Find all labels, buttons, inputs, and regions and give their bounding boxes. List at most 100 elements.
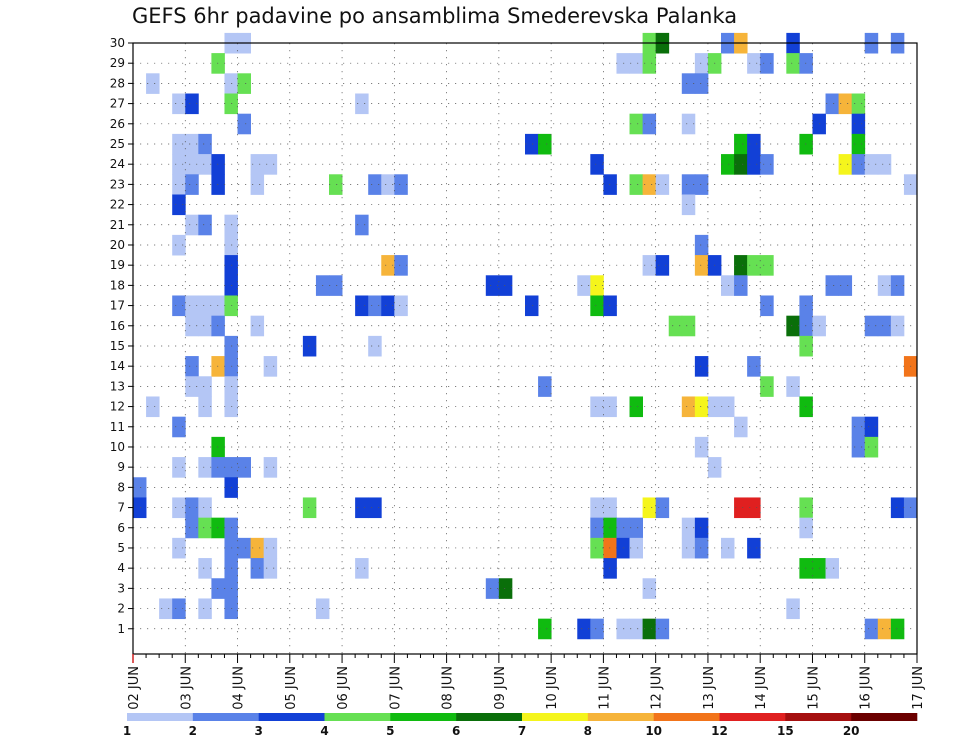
data-cell: [825, 93, 839, 115]
data-cell: [381, 174, 395, 195]
data-cell: [577, 275, 591, 296]
data-cell: [694, 174, 709, 195]
data-cell: [642, 497, 657, 519]
data-cell: [159, 598, 173, 620]
data-cell: [198, 214, 212, 236]
data-cell: [590, 618, 604, 640]
data-cell: [185, 295, 199, 317]
data-cell: [237, 113, 251, 135]
data-cell: [890, 315, 905, 337]
data-cell: [747, 53, 761, 74]
data-cell: [355, 558, 369, 579]
y-tick-label: 11: [110, 420, 125, 434]
data-cell: [877, 275, 892, 296]
colorbar-label: 12: [711, 724, 728, 738]
data-cell: [172, 133, 186, 155]
data-cell: [642, 174, 657, 195]
x-tick-label: 07 JUN: [388, 666, 403, 710]
data-cell: [694, 537, 709, 559]
data-cell: [302, 335, 317, 357]
data-cell: [747, 154, 761, 175]
data-cell: [198, 497, 212, 519]
y-tick-label: 21: [110, 218, 125, 232]
data-cell: [681, 537, 696, 559]
data-cell: [681, 517, 696, 539]
data-cell: [198, 315, 212, 337]
data-cell: [381, 295, 395, 317]
data-cell: [642, 578, 657, 599]
data-cell: [890, 497, 905, 519]
data-cell: [185, 517, 199, 539]
x-tick-label: 16 JUN: [859, 666, 874, 710]
data-cell: [172, 234, 186, 256]
data-cell: [721, 154, 735, 175]
data-cell: [172, 174, 186, 195]
data-cell: [172, 416, 186, 438]
data-cell: [368, 295, 382, 317]
data-cell: [681, 113, 696, 135]
data-cell: [538, 133, 552, 155]
y-tick-label: 26: [110, 117, 125, 131]
data-cell: [198, 517, 212, 539]
data-cell: [185, 315, 199, 337]
colorbar-label: 20: [843, 724, 860, 738]
y-tick-label: 12: [110, 400, 125, 414]
x-tick-label: 17 JUN: [911, 666, 926, 710]
y-tick-label: 23: [110, 177, 125, 191]
data-cell: [250, 537, 265, 559]
data-cell: [747, 356, 761, 377]
y-tick-label: 22: [110, 198, 125, 212]
data-cell: [694, 396, 709, 418]
colorbar-segment: [785, 713, 852, 721]
colorbar-label: 10: [645, 724, 662, 738]
data-cell: [681, 73, 696, 94]
data-cell: [890, 275, 905, 296]
data-cell: [655, 618, 670, 640]
data-cell: [694, 356, 709, 377]
data-cell: [590, 517, 604, 539]
data-cell: [237, 457, 251, 478]
data-cell: [877, 154, 892, 175]
data-cell: [590, 396, 604, 418]
data-cell: [734, 416, 748, 438]
data-cell: [694, 234, 709, 256]
data-cell: [198, 558, 212, 579]
y-tick-label: 9: [117, 460, 125, 474]
data-cell: [185, 133, 199, 155]
colorbar-label: 3: [254, 724, 262, 738]
data-cell: [851, 133, 866, 155]
data-cell: [851, 154, 866, 175]
data-cell: [525, 133, 539, 155]
y-tick-label: 17: [110, 299, 125, 313]
data-cell: [355, 295, 369, 317]
data-cell: [747, 255, 761, 276]
x-tick-label: 06 JUN: [336, 666, 351, 710]
data-cell: [890, 618, 905, 640]
colorbar-segment: [653, 713, 720, 721]
data-cell: [590, 275, 604, 296]
data-cell: [747, 537, 761, 559]
data-cell: [642, 618, 657, 640]
data-cell: [642, 255, 657, 276]
x-tick-label: 11 JUN: [597, 666, 612, 710]
data-cell: [747, 497, 761, 519]
data-cell: [146, 73, 160, 94]
data-cell: [838, 154, 853, 175]
data-cell: [355, 497, 369, 519]
data-cell: [642, 113, 657, 135]
data-cell: [485, 578, 500, 599]
x-tick-label: 04 JUN: [232, 666, 247, 710]
data-cell: [694, 73, 709, 94]
colorbar-label: 15: [777, 724, 794, 738]
y-tick-label: 25: [110, 137, 125, 151]
data-cell: [786, 598, 800, 620]
data-cell: [394, 174, 408, 195]
y-tick-label: 16: [110, 319, 125, 333]
colorbar-label: 1: [123, 724, 131, 738]
data-cell: [250, 315, 265, 337]
colorbar-label: 7: [518, 724, 526, 738]
x-tick-label: 10 JUN: [545, 666, 560, 710]
data-cell: [864, 154, 879, 175]
x-tick-label: 14 JUN: [754, 666, 769, 710]
y-tick-label: 7: [117, 501, 125, 515]
